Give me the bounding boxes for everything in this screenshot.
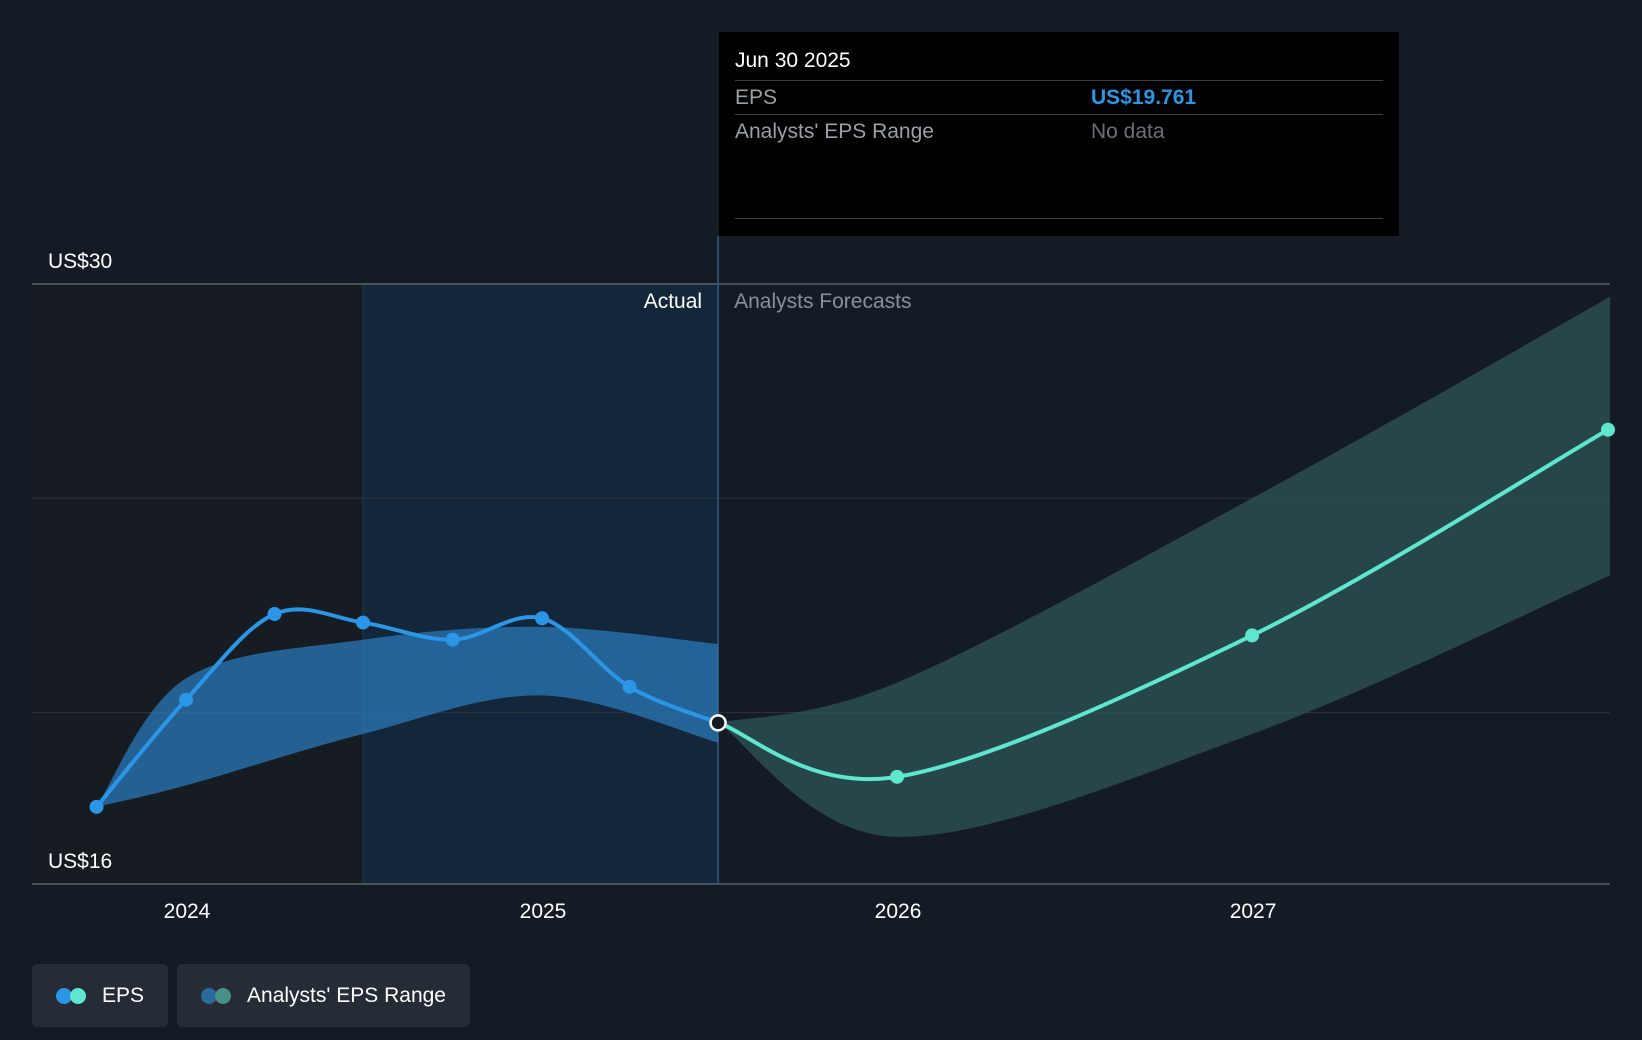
range-band-forecast [718,296,1610,837]
eps-point-forecast-2 [1245,628,1260,643]
legend-range-swatch [201,987,232,1004]
tooltip-row-range: Analysts' EPS Range No data [735,114,1383,148]
tooltip-divider [735,218,1383,219]
chart-legend: EPS Analysts' EPS Range [32,964,470,1027]
y-tick-label-top: US$30 [48,250,112,273]
eps-point-forecast-1 [890,769,905,784]
legend-eps-dot-forecast [70,987,86,1004]
eps-points [89,422,1615,814]
eps-point-actual-6 [622,679,637,694]
eps-point-actual-5 [535,611,550,626]
eps-point-actual-4 [445,632,460,647]
x-tick-label-2025: 2025 [520,900,567,923]
y-tick-label-bottom: US$16 [48,850,112,873]
eps-point-current [709,714,727,732]
eps-point-actual-2 [267,607,282,621]
tooltip-eps-value: US$19.761 [1091,86,1197,109]
hover-tooltip: Jun 30 2025 EPS US$19.761 Analysts' EPS … [719,32,1399,236]
range-bands [96,296,1610,837]
tooltip-date: Jun 30 2025 [735,49,851,72]
tooltip-row-eps: EPS US$19.761 [735,80,1383,114]
x-tick-label-2027: 2027 [1230,900,1277,923]
legend-item-range[interactable]: Analysts' EPS Range [177,964,470,1027]
x-tick-label-2026: 2026 [875,900,922,923]
eps-point-actual-3 [356,615,371,630]
axis-labels: US$30 US$16 2024 2025 2026 2027 Actual Analysts… [48,250,1276,923]
legend-eps-swatch [56,987,86,1004]
tooltip-eps-label: EPS [735,86,778,109]
tooltip-range-value: No data [1091,120,1165,143]
legend-range-label: Analysts' EPS Range [247,983,446,1007]
range-band-actual [96,626,719,807]
legend-eps-label: EPS [102,983,145,1007]
eps-point-actual-0 [89,799,104,814]
eps-point-actual-1 [179,692,194,707]
legend-item-eps[interactable]: EPS [32,964,169,1027]
forecast-region-label: Analysts Forecasts [734,290,911,313]
legend-range-dot-actual [201,987,218,1004]
legend-eps-dot-actual [56,987,72,1004]
x-tick-label-2024: 2024 [164,900,211,923]
tooltip-range-label: Analysts' EPS Range [735,120,934,143]
actual-region-label: Actual [644,290,702,313]
highlight-region-bg [363,284,719,884]
eps-point-forecast-3 [1601,422,1615,437]
legend-range-dot-forecast [215,987,232,1004]
eps-line-forecast [716,427,1610,782]
